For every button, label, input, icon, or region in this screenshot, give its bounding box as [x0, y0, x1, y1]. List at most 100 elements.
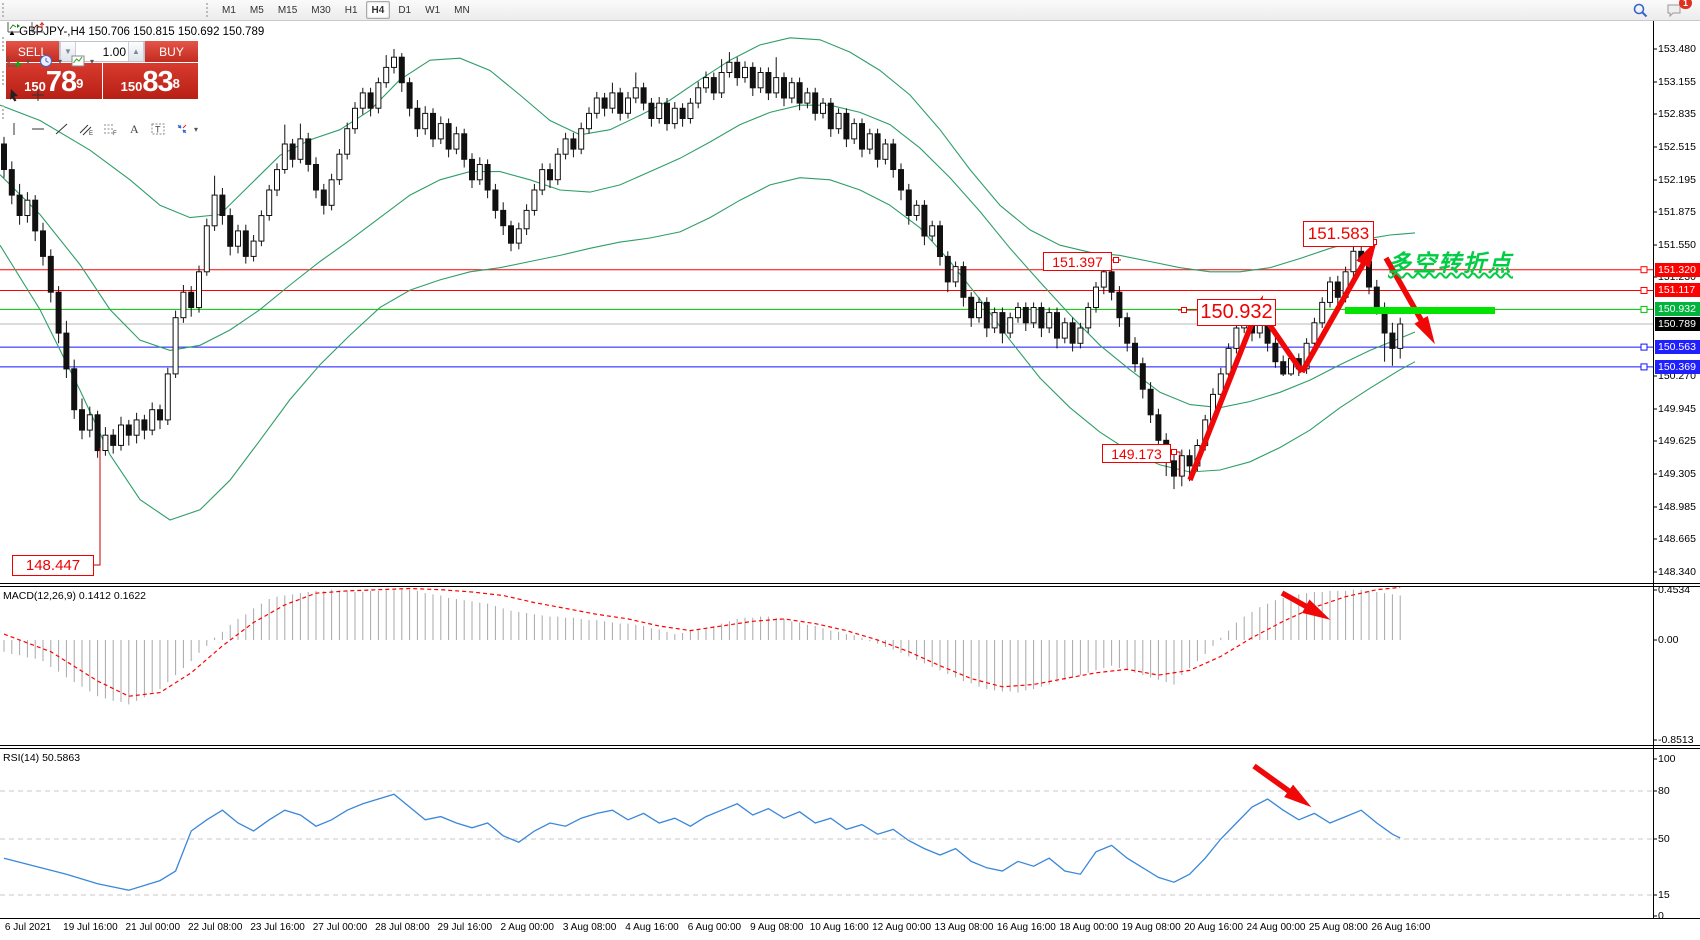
buy-button[interactable]: BUY [145, 41, 198, 62]
timeframe-d1-button[interactable]: D1 [398, 4, 412, 16]
cursor-button[interactable] [2, 85, 26, 105]
price-tick: 152.515 [1658, 141, 1696, 153]
price-tick: 148.665 [1658, 533, 1696, 545]
text-label-button[interactable]: T [146, 119, 170, 139]
time-tick: 10 Aug 16:00 [809, 922, 869, 933]
time-tick: 27 Jul 00:00 [312, 922, 368, 933]
sell-price[interactable]: 150 78 9 [6, 63, 102, 99]
price-annotation[interactable]: 151.583 [1303, 221, 1374, 247]
toolbar-separator [2, 3, 9, 17]
price-tick: 149.945 [1658, 403, 1696, 415]
time-tick: 23 Jul 16:00 [250, 922, 305, 933]
equidistant-channel-button[interactable]: E [74, 119, 98, 139]
zoom-in-button[interactable] [2, 0, 26, 3]
toolbar-separator [2, 105, 9, 119]
price-tick: 148.985 [1658, 501, 1696, 513]
timeframe-m5-button[interactable]: M5 [249, 4, 264, 16]
search-button[interactable] [1628, 0, 1652, 20]
crosshair-icon [32, 89, 44, 101]
svg-text:T: T [155, 125, 161, 135]
text-button[interactable]: A [122, 119, 146, 139]
time-tick: 18 Aug 00:00 [1059, 922, 1119, 933]
timeframe-h4-button[interactable]: H4 [365, 1, 391, 19]
price-tick: 153.480 [1658, 43, 1696, 55]
chevron-down-icon: ▾ [194, 124, 199, 134]
text-a-icon: A [130, 122, 139, 136]
indicators-button[interactable]: ▾ [2, 51, 34, 71]
toolbar-right: 1 [1628, 0, 1700, 20]
indicator-tick: 0 [1658, 910, 1664, 922]
note-text[interactable]: 多空转折点 [1388, 250, 1513, 276]
hline-icon [32, 128, 44, 130]
time-tick: 21 Jul 00:00 [125, 922, 181, 933]
periods-button[interactable]: ▾ [34, 51, 66, 71]
price-annotation[interactable]: 151.397 [1043, 252, 1112, 271]
sell-price-sup: 9 [76, 76, 84, 91]
zoom-out-button[interactable] [26, 0, 50, 3]
price-badge: 150.369 [1655, 360, 1700, 374]
price-annotation[interactable]: 149.173 [1102, 444, 1171, 463]
svg-text:F: F [113, 131, 117, 137]
price-annotation[interactable]: 150.932 [1197, 299, 1276, 326]
buy-price-prefix: 150 [120, 79, 143, 94]
trendline-button[interactable] [50, 119, 74, 139]
crosshair-button[interactable] [26, 85, 50, 105]
arrows-icon [177, 124, 187, 134]
highlight-bar[interactable] [1345, 307, 1495, 314]
time-tick: 4 Aug 16:00 [625, 922, 679, 933]
zoom-in-icon [6, 0, 22, 1]
time-tick: 6 Aug 00:00 [687, 922, 742, 933]
chart-window[interactable]: ▲ GBPJPY-,H4 150.706 150.815 150.692 150… [0, 21, 1700, 940]
notifications-button[interactable]: 1 [1662, 0, 1692, 20]
timeframe-h1-button[interactable]: H1 [344, 4, 358, 16]
sell-price-prefix: 150 [24, 79, 46, 94]
templates-button[interactable]: ▾ [66, 51, 98, 71]
buy-price[interactable]: 150 83 8 [102, 63, 198, 99]
chart-canvas[interactable] [0, 21, 1700, 940]
fibo-icon: F [104, 124, 117, 137]
indicator-tick: 50 [1658, 833, 1670, 845]
horizontal-line-button[interactable] [26, 119, 50, 139]
timeframe-m30-button[interactable]: M30 [311, 4, 331, 16]
time-tick: 6 Jul 2021 [4, 922, 52, 933]
rsi-panel [0, 790, 1653, 896]
trendline-icon [55, 123, 68, 135]
cursor-icon [10, 89, 18, 102]
time-tick: 19 Jul 16:00 [63, 922, 118, 933]
chart-shift-button[interactable] [2, 17, 26, 37]
time-tick: 12 Aug 00:00 [872, 922, 932, 933]
arrows-button[interactable]: ▾ [170, 119, 202, 139]
indicator-tick: -0.8513 [1658, 734, 1694, 746]
time-tick: 13 Aug 08:00 [934, 922, 994, 933]
toolbar-separator [2, 37, 9, 51]
timeframe-m1-button[interactable]: M1 [222, 4, 236, 16]
indicator-tick: 15 [1658, 889, 1670, 901]
tile-windows-button[interactable] [50, 0, 74, 3]
tiles-icon [54, 0, 70, 1]
chevron-down-icon: ▾ [26, 56, 31, 66]
macd-header: MACD(12,26,9) 0.1412 0.1622 [3, 590, 147, 602]
price-badge: 151.117 [1655, 283, 1700, 297]
toolbar-separator [2, 71, 9, 85]
volume-input[interactable] [76, 42, 128, 61]
timeframe-w1-button[interactable]: W1 [425, 4, 441, 16]
price-annotation[interactable]: 148.447 [12, 555, 94, 576]
timeframe-mn-button[interactable]: MN [454, 4, 470, 16]
timeframe-toolbar: M1 M5 M15 M30 H1 H4 D1 W1 MN [204, 1, 477, 19]
template-icon [71, 55, 85, 67]
timeframe-m15-button[interactable]: M15 [277, 4, 298, 16]
indicator-tick: 0.4534 [1658, 584, 1691, 596]
price-tick: 151.550 [1658, 239, 1696, 251]
time-tick: 29 Jul 16:00 [437, 922, 493, 933]
indicator-tick: 80 [1658, 785, 1670, 797]
time-tick: 19 Aug 08:00 [1121, 922, 1181, 933]
macd-histogram [3, 589, 1401, 705]
vertical-line-button[interactable] [2, 119, 26, 139]
fibonacci-button[interactable]: F [98, 119, 122, 139]
price-tick: 149.305 [1658, 468, 1696, 480]
volume-increase-button[interactable]: ▲ [128, 42, 144, 61]
chart-autoscroll-button[interactable] [26, 17, 50, 37]
chart-indent-icon [31, 22, 45, 33]
